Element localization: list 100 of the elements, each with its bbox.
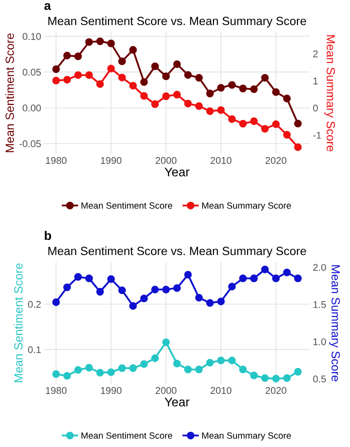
y-axis-title: Mean Sentiment Score — [14, 263, 23, 382]
point — [272, 274, 280, 282]
point — [228, 81, 236, 89]
x-tick-label: 1980 — [46, 387, 67, 394]
point — [283, 268, 291, 276]
point — [162, 72, 170, 80]
point — [162, 338, 170, 346]
point — [140, 360, 148, 368]
y-tick-label: 0.00 — [22, 104, 41, 112]
point — [173, 284, 181, 292]
point — [195, 366, 203, 374]
point — [261, 74, 269, 82]
point — [107, 275, 115, 283]
point — [96, 288, 104, 296]
point — [129, 46, 137, 54]
y-tick-label: -0.05 — [19, 140, 41, 148]
point — [294, 274, 302, 282]
point — [228, 356, 236, 364]
y2-tick-label: 2.0 — [313, 264, 326, 271]
x-tick-label: 2010 — [210, 387, 232, 394]
point — [272, 88, 280, 96]
point — [118, 58, 126, 66]
chart-title: Mean Sentiment Score vs. Mean Summary Score — [48, 246, 306, 258]
y2-tick-label: 1.0 — [314, 338, 326, 346]
x-tick-label: 1990 — [100, 157, 122, 164]
y-tick-label: 0.1 — [28, 346, 41, 354]
point — [283, 94, 291, 102]
point — [85, 38, 93, 46]
y2-tick-label: -1 — [313, 132, 321, 139]
point — [74, 273, 82, 281]
point — [52, 370, 60, 378]
point — [173, 360, 181, 368]
point — [239, 366, 247, 374]
point — [294, 143, 302, 152]
point — [63, 372, 71, 380]
point — [151, 62, 159, 70]
x-axis-title: Year — [164, 168, 190, 176]
point — [184, 270, 192, 278]
point — [129, 364, 137, 372]
text: b — [44, 230, 52, 240]
point — [217, 84, 225, 92]
y2-tick-label: 0.5 — [313, 376, 326, 382]
point — [250, 372, 258, 380]
point — [184, 100, 192, 108]
point — [283, 130, 291, 139]
point — [107, 368, 115, 376]
y2-tick-label: 1 — [314, 78, 318, 84]
point — [63, 283, 71, 292]
point — [140, 92, 148, 100]
point — [85, 71, 93, 79]
x-tick-label: 2000 — [156, 157, 176, 164]
point — [85, 274, 93, 282]
x-tick-label: 2020 — [266, 387, 286, 394]
point — [151, 100, 159, 108]
point — [96, 80, 104, 88]
point — [96, 368, 104, 376]
point — [85, 364, 93, 372]
point — [63, 52, 71, 60]
point — [162, 92, 170, 100]
point — [217, 106, 225, 114]
x-tick-label: 2000 — [156, 387, 176, 394]
point — [52, 298, 60, 306]
y2-axis-title: Mean Summary Score — [329, 265, 340, 382]
legend-label: Mean Sentiment Score — [82, 202, 172, 209]
point — [63, 76, 71, 84]
point — [173, 90, 181, 98]
point — [74, 71, 82, 79]
point — [250, 117, 258, 126]
point — [217, 356, 225, 364]
y2-axis-title: Mean Summary Score — [324, 35, 335, 152]
point — [118, 364, 126, 372]
point — [239, 84, 247, 92]
point — [74, 366, 82, 374]
point — [74, 52, 82, 60]
point — [217, 298, 225, 306]
y2-tick-label: 1.5 — [314, 301, 326, 308]
point — [206, 358, 214, 367]
point — [96, 37, 104, 46]
point — [184, 71, 192, 79]
point — [261, 266, 269, 274]
point — [239, 274, 247, 282]
text: a — [44, 3, 52, 10]
legend-label: Mean Summary Score — [202, 202, 291, 211]
point — [107, 64, 115, 72]
point — [195, 294, 203, 302]
point — [283, 374, 291, 382]
point — [294, 368, 302, 376]
point — [195, 74, 203, 82]
point — [272, 374, 280, 382]
point — [118, 286, 126, 294]
legend-label: Mean Summary Score — [202, 432, 291, 441]
legend-label: Mean Sentiment Score — [82, 432, 172, 439]
x-axis-title: Year — [164, 398, 190, 406]
point — [250, 85, 258, 94]
chart-title: Mean Sentiment Score vs. Mean Summary Score — [48, 16, 306, 28]
x-tick-label: 1990 — [100, 387, 122, 394]
point — [52, 76, 60, 84]
y-tick-label: 0.10 — [22, 33, 41, 40]
y-tick-label: 0.2 — [28, 300, 41, 308]
point — [228, 282, 236, 290]
